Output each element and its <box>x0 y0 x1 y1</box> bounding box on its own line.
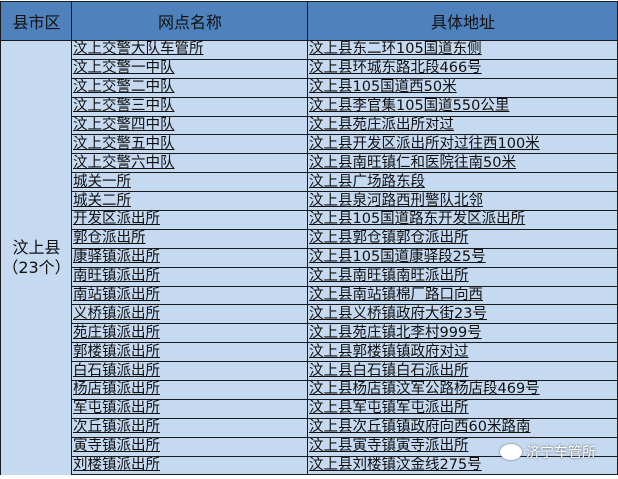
outlet-address[interactable]: 汶上县刘楼镇汶金线275号 <box>307 455 618 476</box>
watermark-text: 济宁车管所 <box>526 445 596 461</box>
county-name: 汶上县 <box>12 237 61 257</box>
outlet-name[interactable]: 义桥镇派出所 <box>71 304 308 325</box>
table-row: 军屯镇派出所 汶上县军屯镇军屯派出所 <box>1 398 618 419</box>
outlet-address[interactable]: 汶上县泉河路西刑警队北邻 <box>307 191 618 212</box>
table-row: 杨店镇派出所 汶上县杨店镇汶军公路杨店段469号 <box>1 380 618 400</box>
outlet-address[interactable]: 汶上县105国道路东开发区派出所 <box>307 210 618 230</box>
table-row: 苑庄镇派出所 汶上县苑庄镇北李村999号 <box>1 323 618 344</box>
outlet-name[interactable]: 寅寺镇派出所 <box>71 436 308 457</box>
outlet-name[interactable]: 汶上交警二中队 <box>71 77 308 98</box>
table-row: 白石镇派出所 汶上县白石镇白石派出所 <box>1 361 618 382</box>
table-row: 南站镇派出所 汶上县南站镇棉厂路口向西 <box>1 285 618 306</box>
outlet-address[interactable]: 汶上县南站镇棉厂路口向西 <box>307 285 618 306</box>
outlet-address[interactable]: 汶上县义桥镇政府大街23号 <box>307 304 618 325</box>
outlet-name[interactable]: 杨店镇派出所 <box>71 380 308 400</box>
table-row: 汶上交警五中队 汶上县开发区派出所对过往西100米 <box>1 134 618 155</box>
outlet-name[interactable]: 城关一所 <box>71 172 308 193</box>
outlet-name[interactable]: 汶上交警六中队 <box>71 153 308 174</box>
outlet-name[interactable]: 苑庄镇派出所 <box>71 323 308 344</box>
county-count: （23个） <box>2 257 71 277</box>
outlet-address[interactable]: 汶上县南旺镇南旺派出所 <box>307 266 618 287</box>
outlet-address[interactable]: 汶上县杨店镇汶军公路杨店段469号 <box>307 380 618 400</box>
table-row: 郭仓派出所 汶上县郭仓镇郭仓派出所 <box>1 228 618 249</box>
outlet-name[interactable]: 郭仓派出所 <box>71 228 308 249</box>
table-row: 汶上交警二中队 汶上县105国道西50米 <box>1 77 618 98</box>
table-row: 城关一所 汶上县广场路东段 <box>1 172 618 193</box>
outlet-address[interactable]: 汶上县军屯镇军屯派出所 <box>307 398 618 419</box>
outlet-name[interactable]: 城关二所 <box>71 191 308 212</box>
wechat-icon <box>500 444 522 460</box>
table-row: 次丘镇派出所 汶上县次丘镇镇政府向西60米路南 <box>1 417 618 438</box>
table-row: 开发区派出所 汶上县105国道路东开发区派出所 <box>1 210 618 230</box>
outlet-address[interactable]: 汶上县105国道西50米 <box>307 77 618 98</box>
outlet-address[interactable]: 汶上县苑庄镇北李村999号 <box>307 323 618 344</box>
outlet-name[interactable]: 次丘镇派出所 <box>71 417 308 438</box>
header-name: 网点名称 <box>71 1 308 41</box>
outlet-address[interactable]: 汶上县李官集105国道550公里 <box>307 96 618 117</box>
outlet-address[interactable]: 汶上县105国道康驿段25号 <box>307 247 618 268</box>
table-row: 刘楼镇派出所 汶上县刘楼镇汶金线275号 <box>1 455 618 476</box>
outlet-name[interactable]: 汶上交警一中队 <box>71 58 308 79</box>
table-row: 南旺镇派出所 汶上县南旺镇南旺派出所 <box>1 266 618 287</box>
table-row: 康驿镇派出所 汶上县105国道康驿段25号 <box>1 247 618 268</box>
outlet-name[interactable]: 郭楼镇派出所 <box>71 342 308 363</box>
table-row: 汶上交警六中队 汶上县南旺镇仁和医院往南50米 <box>1 153 618 174</box>
outlet-address[interactable]: 汶上县郭楼镇镇政府对过 <box>307 342 618 363</box>
outlet-name[interactable]: 南旺镇派出所 <box>71 266 308 287</box>
outlet-name[interactable]: 白石镇派出所 <box>71 361 308 382</box>
outlet-address[interactable]: 汶上县苑庄派出所对过 <box>307 115 618 136</box>
outlet-address[interactable]: 汶上县广场路东段 <box>307 172 618 193</box>
outlet-address[interactable]: 汶上县郭仓镇郭仓派出所 <box>307 228 618 249</box>
header-address: 具体地址 <box>307 1 618 41</box>
table-row: 义桥镇派出所 汶上县义桥镇政府大街23号 <box>1 304 618 325</box>
outlet-name[interactable]: 开发区派出所 <box>71 210 308 230</box>
table-row: 汶上县 （23个） 汶上交警大队车管所 汶上县东二环105国道东侧 <box>0 39 618 475</box>
table-row: 汶上交警一中队 汶上县环城东路北段466号 <box>1 58 618 79</box>
header-county: 县市区 <box>0 1 72 41</box>
table-row: 汶上交警三中队 汶上县李官集105国道550公里 <box>1 96 618 117</box>
outlet-address[interactable]: 汶上县南旺镇仁和医院往南50米 <box>307 153 618 174</box>
header-row: 县市区 网点名称 具体地址 <box>0 1 618 41</box>
table-row: 城关二所 汶上县泉河路西刑警队北邻 <box>1 191 618 212</box>
outlet-address[interactable]: 汶上县东二环105国道东侧 <box>307 40 618 60</box>
county-cell: 汶上县 （23个） <box>0 39 72 475</box>
outlet-name[interactable]: 汶上交警四中队 <box>71 115 308 136</box>
outlet-name[interactable]: 汶上交警三中队 <box>71 96 308 117</box>
outlet-name[interactable]: 刘楼镇派出所 <box>71 455 308 476</box>
outlet-address[interactable]: 汶上县寅寺镇寅寺派出所 <box>307 436 618 457</box>
outlet-address[interactable]: 汶上县次丘镇镇政府向西60米路南 <box>307 417 618 438</box>
outlet-name[interactable]: 康驿镇派出所 <box>71 247 308 268</box>
table-row: 汶上交警四中队 汶上县苑庄派出所对过 <box>1 115 618 136</box>
outlet-address[interactable]: 汶上县开发区派出所对过往西100米 <box>307 134 618 155</box>
table-row: 郭楼镇派出所 汶上县郭楼镇镇政府对过 <box>1 342 618 363</box>
outlet-name[interactable]: 南站镇派出所 <box>71 285 308 306</box>
outlet-name[interactable]: 军屯镇派出所 <box>71 398 308 419</box>
table-row: 寅寺镇派出所 汶上县寅寺镇寅寺派出所 <box>1 436 618 457</box>
watermark: 济宁车管所 <box>500 442 596 462</box>
outlet-name[interactable]: 汶上交警大队车管所 <box>71 40 308 60</box>
outlet-name[interactable]: 汶上交警五中队 <box>71 134 308 155</box>
outlet-address[interactable]: 汶上县白石镇白石派出所 <box>307 361 618 382</box>
outlet-address[interactable]: 汶上县环城东路北段466号 <box>307 58 618 79</box>
